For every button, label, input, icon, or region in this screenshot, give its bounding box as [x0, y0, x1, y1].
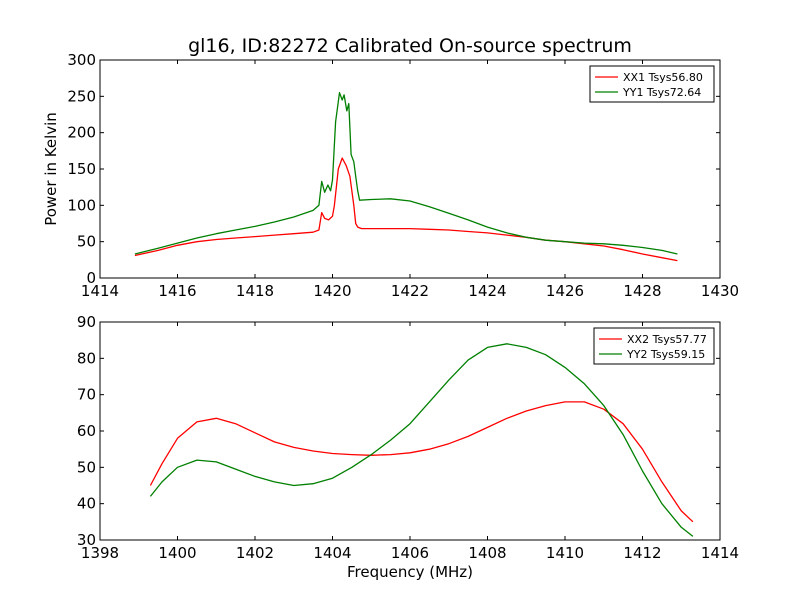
plot-area	[149, 343, 694, 537]
y-tick-label: 150	[67, 160, 96, 178]
legend-box	[593, 327, 715, 365]
x-tick-label: 1420	[313, 282, 351, 300]
series-line-xx1	[134, 157, 678, 262]
x-axis-label: Frequency (MHz)	[347, 563, 473, 581]
legend-label: YY2 Tsys59.15	[626, 348, 705, 361]
x-tick-label: 1398	[81, 544, 119, 562]
y-tick-label: 80	[77, 349, 96, 367]
y-tick-label: 60	[77, 422, 96, 440]
x-tick-label: 1410	[546, 544, 584, 562]
plot-area	[134, 92, 678, 262]
x-tick-label: 1414	[701, 544, 739, 562]
x-tick-label: 1424	[468, 282, 506, 300]
y-tick-label: 90	[77, 313, 96, 331]
y-tick-label: 200	[67, 124, 96, 142]
x-tick-label: 1402	[236, 544, 274, 562]
x-tick-label: 1406	[391, 544, 429, 562]
x-tick-label: 1404	[313, 544, 351, 562]
y-tick-label: 70	[77, 386, 96, 404]
x-tick-label: 1428	[623, 282, 661, 300]
x-tick-label: 1400	[158, 544, 196, 562]
y-tick-label: 40	[77, 495, 96, 513]
legend-box	[589, 65, 715, 103]
series-line-yy2	[149, 343, 694, 537]
y-tick-label: 50	[77, 458, 96, 476]
x-tick-label: 1408	[468, 544, 506, 562]
chart-1: 1414 1416 1418 1420 1422 1424 1426 1428 1430 0 50 1…	[42, 35, 739, 300]
x-tick-label: 1418	[236, 282, 274, 300]
legend-label: YY1 Tsys72.64	[622, 86, 701, 99]
x-tick-label: 1414	[81, 282, 119, 300]
y-axis-label: Power in Kelvin	[42, 112, 60, 226]
y-tick-label: 30	[77, 531, 96, 549]
legend: XX2 Tsys57.77 YY2 Tsys59.15	[593, 327, 715, 365]
chart-2: 1398 1400 1402 1404 1406 1408 1410 1412 1414 30 40…	[77, 313, 739, 581]
chart-title: gl16, ID:82272 Calibrated On-source spec…	[188, 35, 632, 57]
series-line-xx2	[149, 401, 694, 523]
y-tick-label: 50	[77, 233, 96, 251]
legend-label: XX1 Tsys56.80	[623, 71, 703, 84]
x-tick-label: 1430	[701, 282, 739, 300]
x-tick-label: 1416	[158, 282, 196, 300]
x-tick-label: 1426	[546, 282, 584, 300]
x-tick-label: 1422	[391, 282, 429, 300]
y-tick-label: 250	[67, 87, 96, 105]
y-tick-label: 0	[86, 269, 96, 287]
y-tick-label: 100	[67, 196, 96, 214]
series-line-yy1	[134, 92, 678, 255]
x-tick-label: 1412	[623, 544, 661, 562]
legend-label: XX2 Tsys57.77	[627, 333, 707, 346]
y-tick-label: 300	[67, 51, 96, 69]
legend: XX1 Tsys56.80 YY1 Tsys72.64	[589, 65, 715, 103]
